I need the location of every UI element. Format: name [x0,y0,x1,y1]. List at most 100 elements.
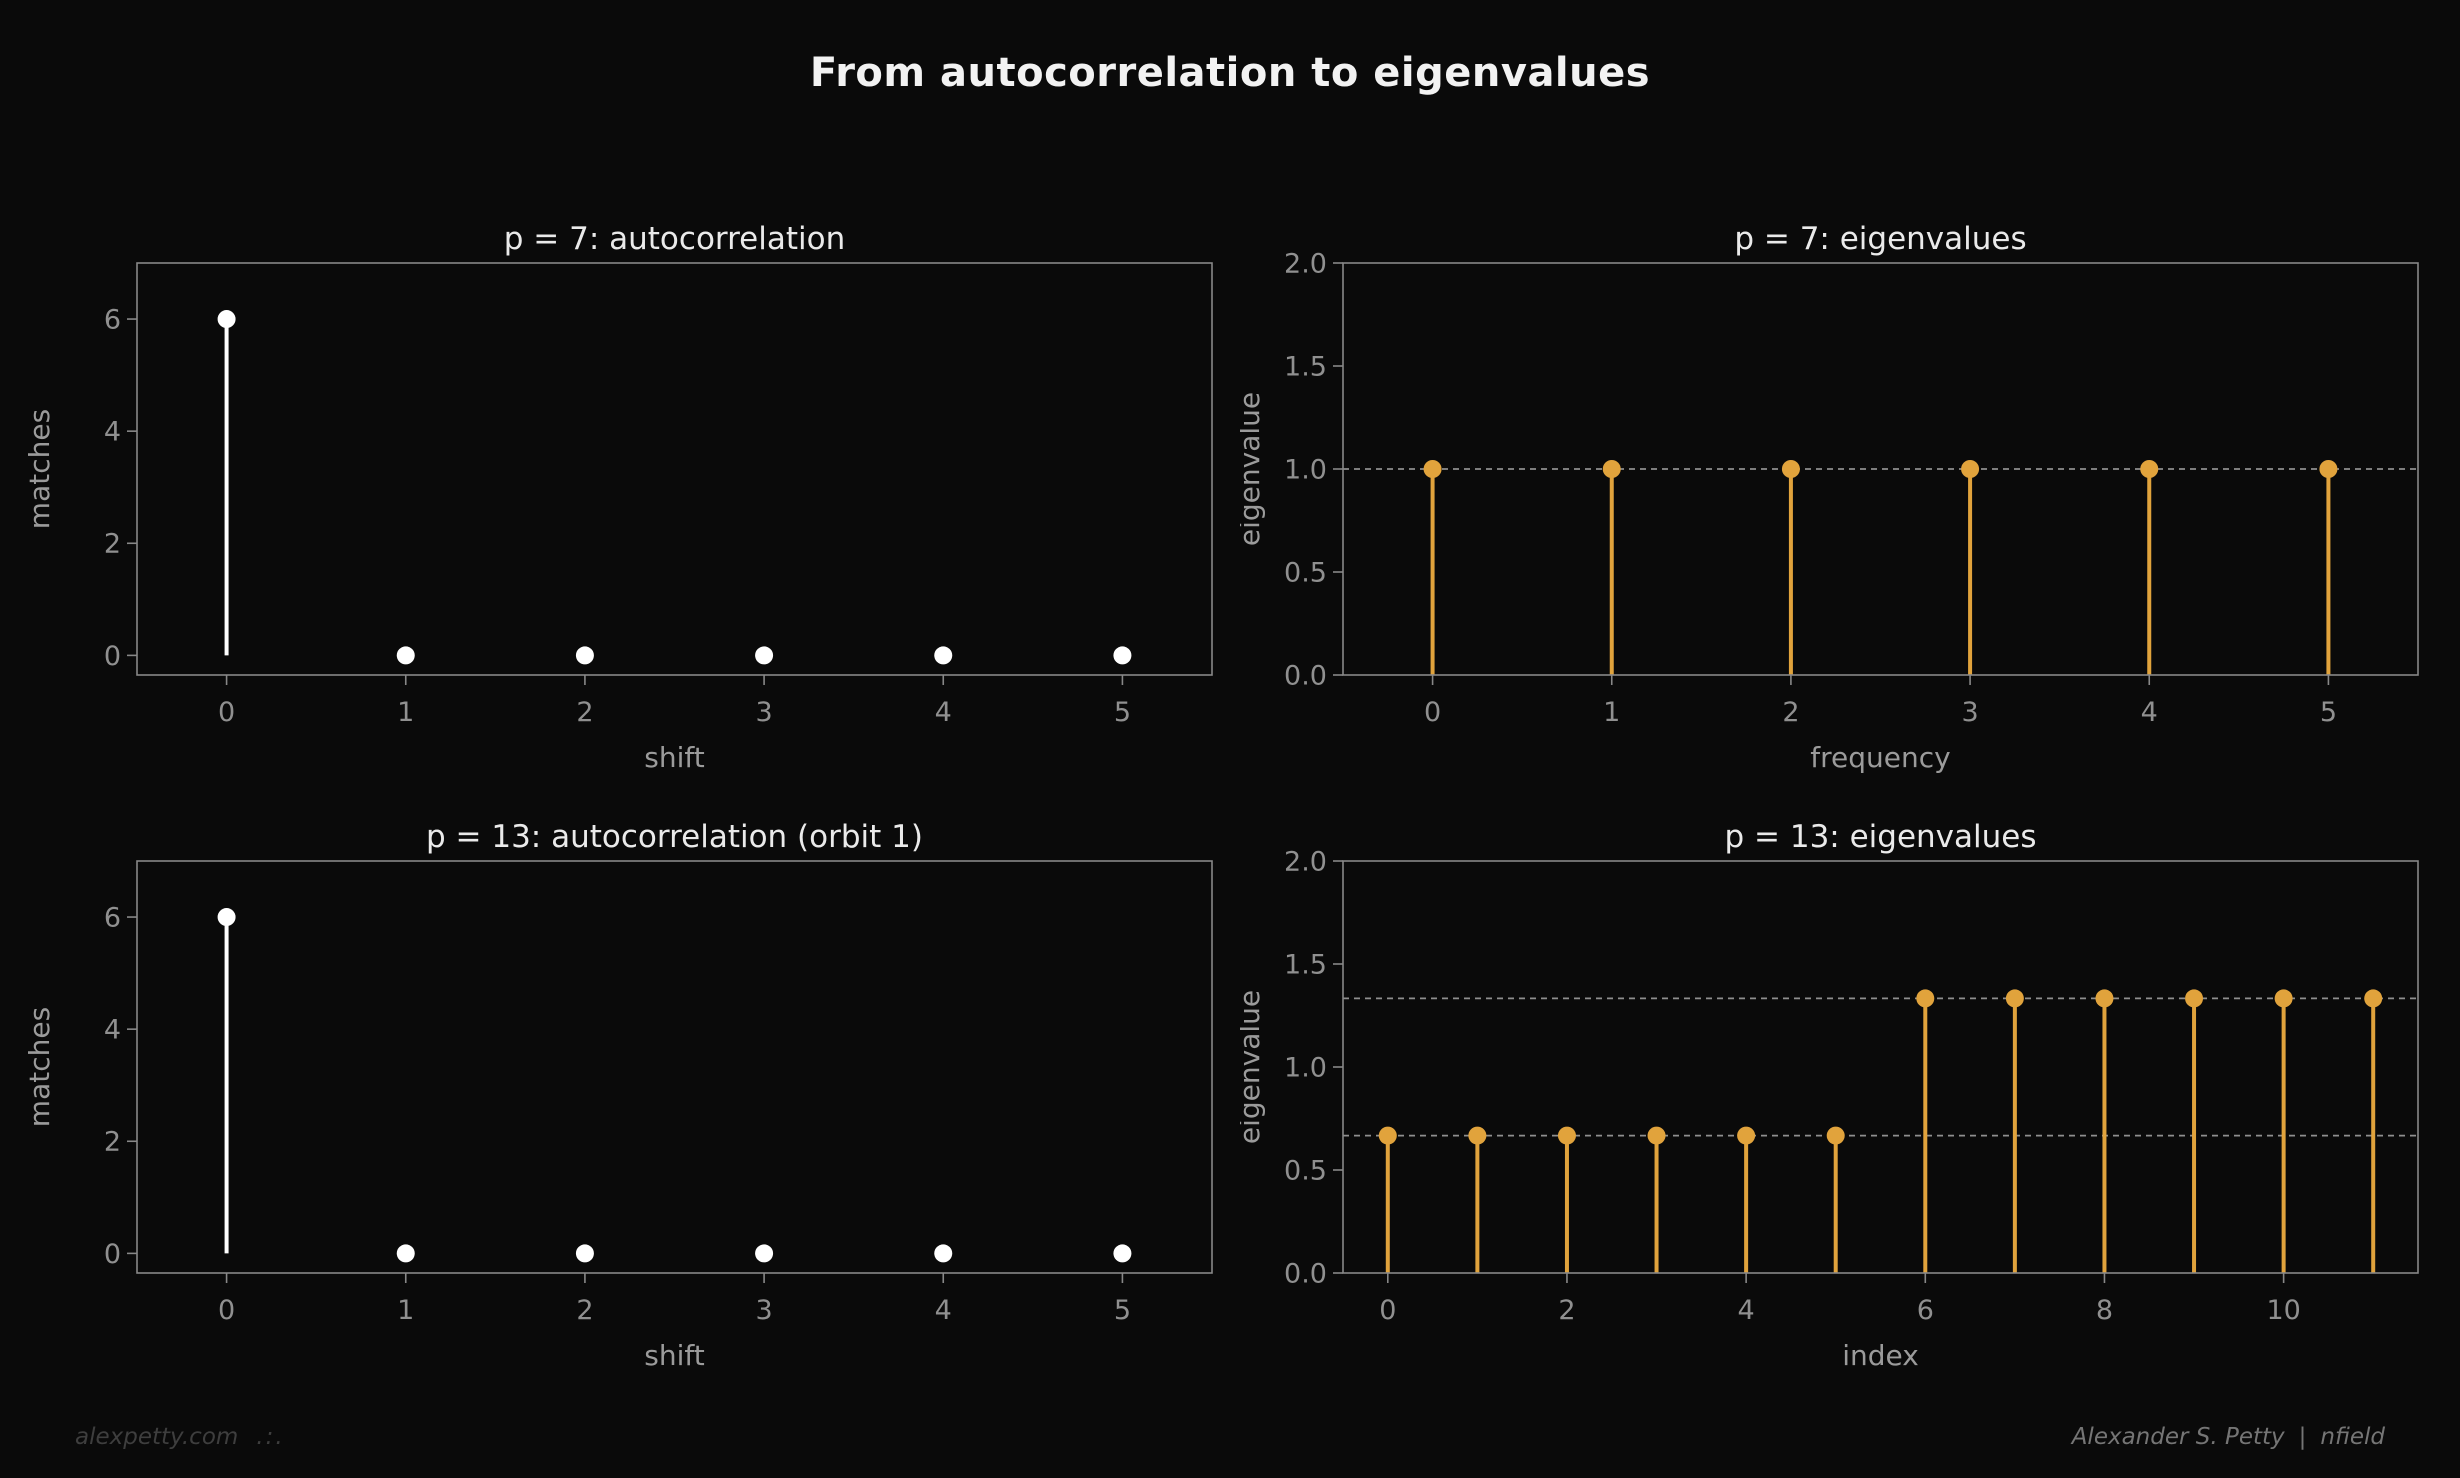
axes-border [136,262,1213,676]
stem-marker [1378,1126,1397,1145]
y-tick-label: 4 [104,1015,121,1046]
subplot-title: p = 7: autocorrelation [504,221,845,257]
stem-marker [217,310,236,329]
y-tick-label: 0.0 [1284,1258,1327,1289]
chart-p7-autocorrelation: 0 1 2 3 4 5 0 2 4 6 p = 7: autocorrelation shift mat… [23,221,1213,774]
chart-p7-eigenvalues: 0 1 2 3 4 5 0.0 0.5 1.0 1.5 2.0 p = 7: eigenvalues f… [1240,221,2419,774]
chart-p13-eigenvalues: 0 2 4 6 8 10 0.0 0.5 1.0 1.5 2.0 p = 13: eigenvalue… [1240,819,2419,1372]
stem-marker [1113,1244,1132,1263]
x-tick-label: 0 [1379,1295,1396,1326]
y-tick-label: 6 [104,903,121,934]
x-tick-label: 2 [576,697,593,728]
stem-marker [2140,460,2159,478]
x-tick-label: 1 [397,1295,414,1326]
y-tick-label: 2 [104,1127,121,1158]
stem-marker [755,1244,774,1263]
stem-marker [1737,1126,1756,1145]
footer: alexpetty.com.:. Alexander S. Petty | nfie… [75,1424,2385,1450]
x-axis-label: shift [644,1339,704,1372]
stem-marker [396,646,415,665]
x-tick-label: 2 [1782,697,1799,728]
y-tick-label: 6 [104,305,121,336]
stem-marker [217,908,236,927]
x-tick-label: 2 [1558,1295,1575,1326]
y-axis-label: matches [23,1007,56,1127]
stem-marker [755,646,774,665]
x-tick-label: 0 [1424,697,1441,728]
stem-marker [1602,460,1621,478]
x-tick-label: 0 [218,697,235,728]
footer-credit: Alexander S. Petty | nfield [2072,1424,2385,1450]
stem-marker [2319,460,2338,478]
y-tick-label: 4 [104,417,121,448]
y-axis-label: matches [23,409,56,529]
stem-series [217,908,1132,1263]
x-tick-label: 4 [2141,697,2158,728]
stem-marker [1468,1126,1487,1145]
stem-marker [2185,989,2204,1008]
footer-brand: nfield [2320,1424,2385,1450]
y-tick-label: 1.0 [1284,454,1327,485]
x-tick-label: 6 [1917,1295,1934,1326]
y-axis-label: eigenvalue [1240,392,1266,546]
x-tick-label: 8 [2096,1295,2113,1326]
stem-marker [1961,460,1980,478]
x-axis-label: shift [644,741,704,774]
x-axis-label: frequency [1810,741,1950,774]
x-tick-label: 4 [1738,1295,1755,1326]
y-tick-label: 0 [104,641,121,672]
stem-marker [2364,989,2383,1008]
y-tick-label: 2 [104,529,121,560]
x-tick-label: 4 [935,1295,952,1326]
y-tick-label: 1.5 [1284,351,1327,382]
axes-border [136,860,1213,1274]
y-tick-label: 0.5 [1284,1155,1327,1186]
x-tick-label: 3 [755,697,772,728]
x-tick-label: 5 [2320,697,2337,728]
stem-marker [1916,989,1935,1008]
x-tick-label: 5 [1114,697,1131,728]
stem-series [1378,989,2383,1273]
stem-marker [1826,1126,1845,1145]
figure-title: From autocorrelation to eigenvalues [809,50,1651,96]
y-tick-label: 1.0 [1284,1052,1327,1083]
stem-marker [396,1244,415,1263]
stem-marker [1647,1126,1666,1145]
x-tick-label: 5 [1114,1295,1131,1326]
stem-marker [1557,1126,1576,1145]
footer-separator: | [2298,1424,2307,1450]
y-tick-label: 2.0 [1284,846,1327,877]
x-tick-label: 2 [576,1295,593,1326]
stem-marker [2005,989,2024,1008]
x-tick-label: 3 [1961,697,1978,728]
y-tick-label: 0.5 [1284,557,1327,588]
x-tick-label: 4 [935,697,952,728]
stem-series [1423,460,2338,675]
stem-marker [1113,646,1132,665]
stem-marker [575,646,594,665]
stem-marker [2095,989,2114,1008]
y-tick-label: 1.5 [1284,949,1327,980]
stem-marker [934,1244,953,1263]
x-tick-label: 0 [218,1295,235,1326]
stem-series [217,310,1132,665]
footer-site-text: alexpetty.com [75,1424,239,1450]
subplot-title: p = 13: autocorrelation (orbit 1) [426,819,923,855]
y-tick-label: 2.0 [1284,248,1327,279]
y-tick-label: 0 [104,1239,121,1270]
axes-border [1342,860,2419,1274]
y-tick-label: 0.0 [1284,660,1327,691]
x-axis-label: index [1842,1339,1919,1372]
footer-site: alexpetty.com.:. [75,1424,285,1450]
x-tick-label: 10 [2266,1295,2300,1326]
stem-marker [2274,989,2293,1008]
stem-marker [575,1244,594,1263]
subplot-title: p = 13: eigenvalues [1724,819,2036,855]
footer-author: Alexander S. Petty [2071,1424,2285,1450]
footer-site-mark: .:. [256,1424,285,1450]
x-tick-label: 3 [755,1295,772,1326]
chart-p13-autocorrelation-orbit1: 0 1 2 3 4 5 0 2 4 6 p = 13: autocorrelation (orbit… [23,819,1213,1372]
x-tick-label: 1 [397,697,414,728]
y-axis-label: eigenvalue [1240,990,1266,1144]
